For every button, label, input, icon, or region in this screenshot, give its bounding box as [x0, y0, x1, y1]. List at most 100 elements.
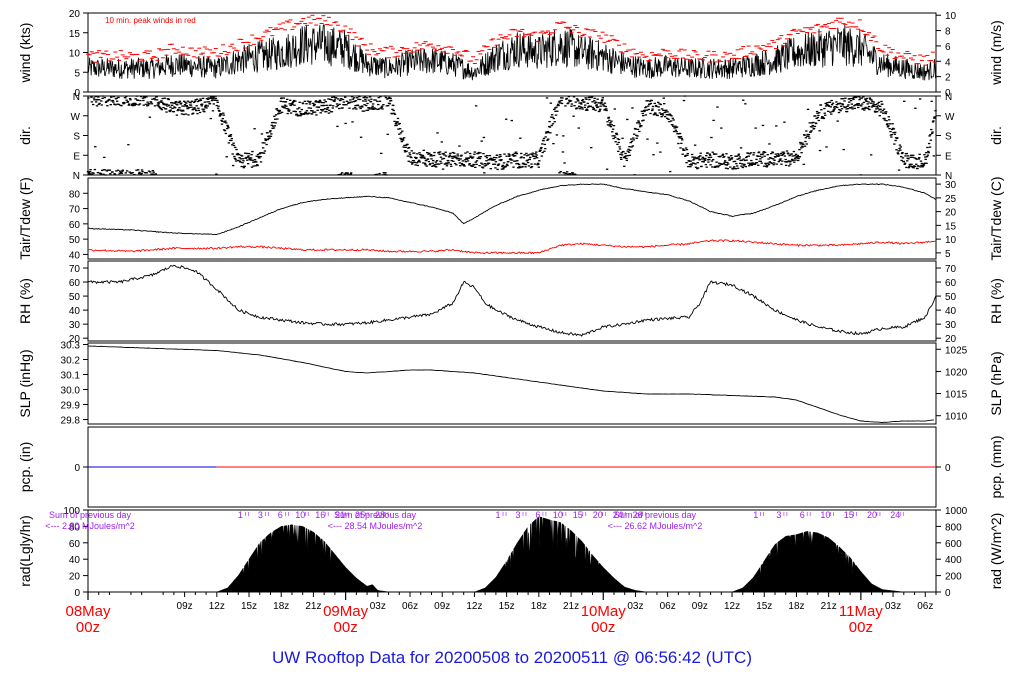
- rh-ytick-label-right: 60: [945, 278, 957, 289]
- wind-ytick-label-right: 4: [945, 57, 951, 68]
- wind-ytick-label-right: 6: [945, 42, 951, 53]
- x-date-label: 09May: [323, 603, 369, 620]
- rh-ylabel-right: RH (%): [988, 278, 1004, 324]
- dir-ylabel-right: dir.: [988, 126, 1004, 145]
- sun-mark-label: 28: [375, 510, 385, 520]
- rh-ytick-label: 50: [69, 292, 81, 303]
- pcp-ytick-label: 0: [74, 463, 80, 474]
- rad-ytick-label-right: 1000: [945, 506, 968, 517]
- rh-panel: RH (%) RH (%): [17, 260, 1004, 342]
- rad-ytick-label-right: 400: [945, 555, 962, 566]
- x-tick-label: 03z: [627, 601, 643, 612]
- wind-peak-note: 10 min. peak winds in red: [105, 16, 196, 25]
- x-date-label: 11May: [839, 603, 883, 620]
- tair-line: [87, 183, 937, 236]
- sun-mark-label: 3: [776, 510, 781, 520]
- figure-title: UW Rooftop Data for 20200508 to 20200511…: [271, 648, 752, 667]
- dir-ytick-label-right: W: [945, 112, 955, 123]
- slp-ytick-label-right: 1025: [945, 345, 968, 356]
- rad-ytick-label: 20: [69, 572, 81, 583]
- rh-ytick-label: 60: [69, 278, 81, 289]
- wind-ytick-label-right: 8: [945, 27, 951, 38]
- dir-ylabel: dir.: [17, 126, 33, 145]
- x-tick-label: 06z: [660, 601, 676, 612]
- rad-panel: rad(Lgly/hr) rad (W/m^2): [17, 509, 1004, 593]
- pcp-ytick-label-right: 0: [945, 463, 951, 474]
- x-date-time-label: 00z: [591, 619, 615, 636]
- slp-ylabel-right: SLP (hPa): [988, 351, 1004, 415]
- temp-ytick-label-right: 5: [945, 249, 951, 260]
- x-date-label: 10May: [581, 603, 627, 620]
- pcp-ylabel-right: pcp. (mm): [988, 436, 1004, 499]
- rad-note-line2: <--- 28.54 MJoules/m^2: [328, 521, 423, 531]
- rh-frame: [87, 260, 937, 342]
- wind-ylabel: wind (kts): [17, 23, 33, 84]
- temp-ytick-label: 50: [69, 235, 81, 246]
- dir-ytick-label: N: [73, 92, 80, 103]
- sun-mark-label: 20: [593, 510, 603, 520]
- temp-ytick-label-right: 25: [945, 194, 957, 205]
- wind-ylabel-right: wind (m/s): [988, 20, 1004, 86]
- slp-ytick-label: 30.2: [61, 356, 81, 367]
- sun-mark-label: 3: [258, 510, 263, 520]
- wind-panel: wind (kts) wind (m/s): [17, 12, 1004, 93]
- x-tick-label: 21z: [821, 601, 837, 612]
- sun-mark-label: 15: [573, 510, 583, 520]
- sun-mark-label: 1: [238, 510, 243, 520]
- sun-mark-label: 6: [278, 510, 283, 520]
- x-tick-label: 21z: [563, 601, 579, 612]
- x-tick-label: 06z: [917, 601, 933, 612]
- wind-ytick-label: 20: [69, 9, 81, 20]
- rh-ytick-label: 30: [69, 320, 81, 331]
- x-tick-label: 06z: [402, 601, 418, 612]
- temp-ytick-label-right: 20: [945, 208, 957, 219]
- temp-panel: Tair/Tdew (F) Tair/Tdew (C): [17, 176, 1004, 260]
- x-date-time-label: 00z: [334, 619, 358, 636]
- slp-panel: SLP (inHg) SLP (hPa): [17, 342, 1004, 425]
- slp-ytick-label-right: 1010: [945, 412, 968, 423]
- slp-ytick-label-right: 1015: [945, 390, 968, 401]
- x-tick-label: 18z: [273, 601, 289, 612]
- rh-ytick-label: 40: [69, 306, 81, 317]
- temp-frame: [87, 177, 937, 260]
- dir-ytick-label-right: N: [945, 171, 952, 182]
- sun-mark-label: 10: [820, 510, 830, 520]
- rad-note-line2: <--- 26.62 MJoules/m^2: [608, 521, 703, 531]
- x-tick-label: 03z: [370, 601, 386, 612]
- rh-ylabel: RH (%): [17, 278, 33, 324]
- sun-mark-label: 1: [753, 510, 758, 520]
- temp-ytick-label: 70: [69, 205, 81, 216]
- rad-note-line1: Sum of previous day: [614, 510, 697, 520]
- dir-ytick-label: E: [73, 151, 80, 162]
- x-tick-label: 15z: [499, 601, 515, 612]
- dir-ytick-label: N: [73, 171, 80, 182]
- dir-ytick-label-right: N: [945, 92, 952, 103]
- sun-mark-label: 24: [613, 510, 623, 520]
- rad-ytick-label-right: 0: [945, 588, 951, 599]
- x-tick-label: 12z: [209, 601, 225, 612]
- rad-note-line2: <--- 2.80 MJoules/m^2: [45, 521, 135, 531]
- wind-ytick-label: 0: [74, 88, 80, 99]
- x-tick-label: 15z: [241, 601, 257, 612]
- temp-ytick-label: 60: [69, 220, 81, 231]
- rh-ytick-label-right: 50: [945, 292, 957, 303]
- x-date-time-label: 00z: [76, 619, 100, 636]
- pcp-ylabel: pcp. (in): [17, 442, 33, 493]
- slp-ytick-label-right: 1020: [945, 367, 968, 378]
- sun-mark-label: 21: [335, 510, 345, 520]
- wind-ytick-label: 5: [74, 68, 80, 79]
- rh-ytick-label: 20: [69, 334, 81, 345]
- rad-ytick-label: 40: [69, 555, 81, 566]
- x-tick-label: 12z: [466, 601, 482, 612]
- wind-ytick-label-right: 2: [945, 73, 951, 84]
- sun-mark-label: 6: [800, 510, 805, 520]
- slp-frame: [87, 342, 937, 425]
- x-tick-label: 09z: [177, 601, 193, 612]
- rh-ytick-label: 70: [69, 264, 81, 275]
- slp-ytick-label: 30.3: [61, 341, 81, 352]
- x-tick-label: 03z: [885, 601, 901, 612]
- sun-mark-label: 10: [295, 510, 305, 520]
- sun-mark-label: 26: [633, 510, 643, 520]
- tdew-line: [87, 239, 937, 255]
